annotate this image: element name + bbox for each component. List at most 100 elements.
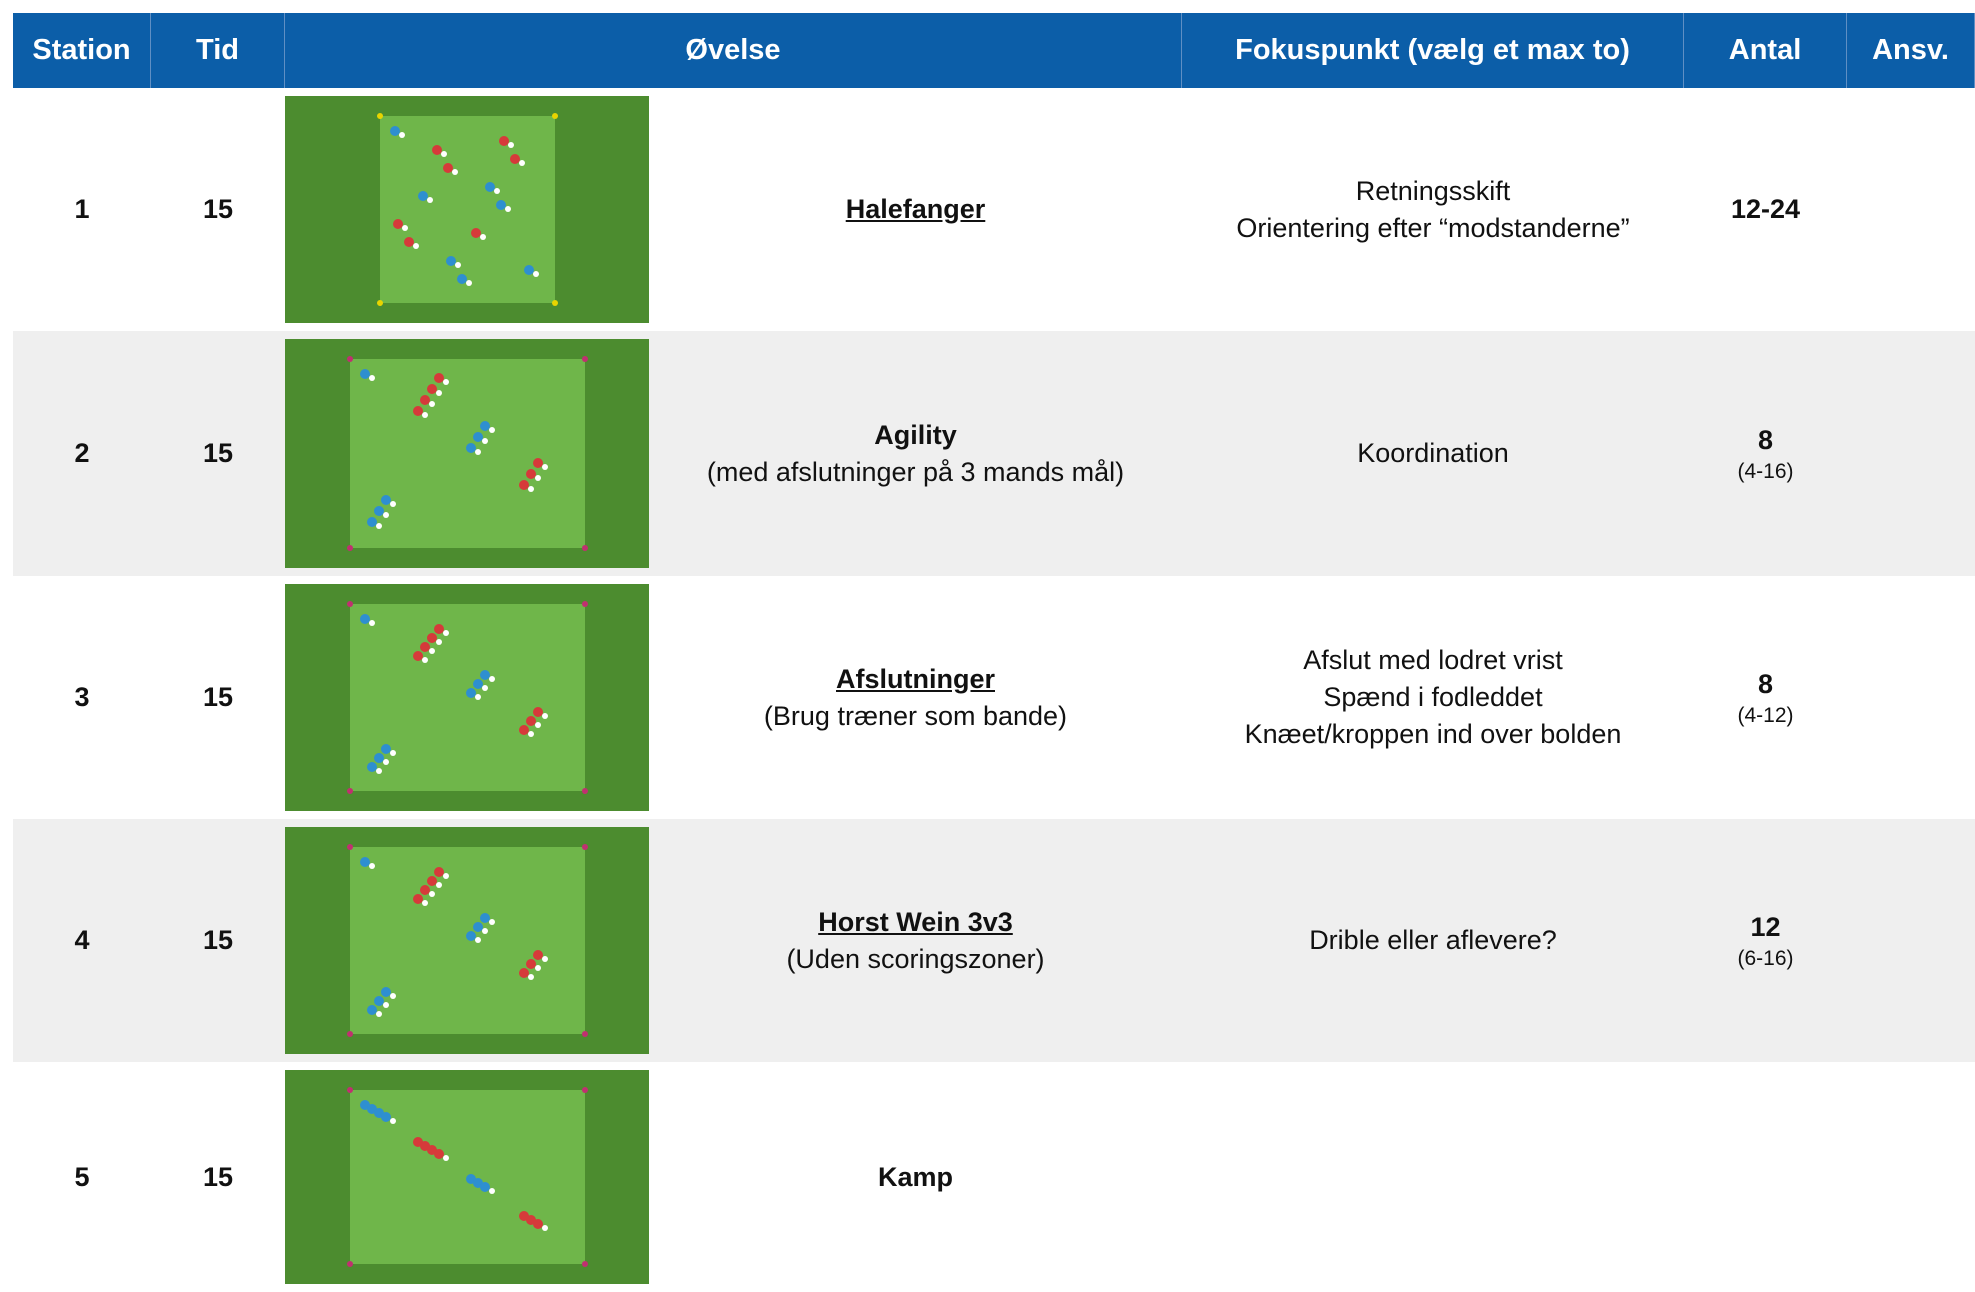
diagram-shape (443, 379, 449, 385)
drill-diagram (285, 1070, 649, 1284)
diagram-shape (427, 633, 437, 643)
diagram-shape (402, 225, 408, 231)
cell: 12 (6-16) (1684, 819, 1847, 1062)
drill-diagram (285, 96, 649, 323)
diagram-shape (528, 731, 534, 737)
table-row: 4 15 Horst Wein 3v3 (Uden scoringszoner) Dri… (13, 819, 1975, 1062)
cell: 4 (13, 819, 151, 1062)
cell: Kamp (649, 1062, 1182, 1292)
diagram-shape (350, 359, 585, 548)
diagram-shape (367, 762, 377, 772)
time-minutes: 15 (202, 194, 234, 224)
diagram-shape (434, 624, 444, 634)
diagram-shape (436, 882, 442, 888)
diagram-shape (427, 384, 437, 394)
diagram-shape (480, 913, 490, 923)
diagram-shape (443, 873, 449, 879)
diagram-shape (466, 931, 476, 941)
diagram-shape (582, 1261, 588, 1267)
cell: 15 (151, 331, 285, 576)
diagram-shape (480, 670, 490, 680)
diagram-shape (390, 126, 400, 136)
focus-point: Afslut med lodret vrist (1303, 645, 1563, 675)
diagram-shape (535, 722, 541, 728)
diagram-shape (473, 679, 483, 689)
cell: 12-24 (1684, 88, 1847, 331)
diagram-shape (535, 475, 541, 481)
cell: 1 (13, 88, 151, 331)
exercise-title: Agility (874, 419, 957, 450)
diagram-shape (347, 356, 353, 362)
diagram-shape (436, 639, 442, 645)
diagram-shape (413, 894, 423, 904)
diagram-shape (466, 688, 476, 698)
cell: 8 (4-12) (1684, 576, 1847, 819)
diagram-shape (443, 630, 449, 636)
header-cell: Ansv. (1847, 13, 1975, 88)
diagram-shape (369, 375, 375, 381)
exercise-title: Afslutninger (836, 663, 995, 694)
diagram-shape (350, 604, 585, 791)
diagram-shape (443, 163, 453, 173)
diagram-shape (582, 601, 588, 607)
diagram-shape (582, 788, 588, 794)
diagram-shape (533, 1219, 543, 1229)
diagram-shape (489, 427, 495, 433)
diagram-shape (482, 438, 488, 444)
diagram-shape (582, 545, 588, 551)
player-count: 12-24 (1730, 194, 1801, 224)
diagram-shape (471, 228, 481, 238)
diagram-shape (390, 1118, 396, 1124)
diagram-shape (422, 657, 428, 663)
focus-point: Retningsskift (1355, 175, 1511, 206)
diagram-shape (369, 620, 375, 626)
diagram-shape (381, 1112, 391, 1122)
diagram-shape (489, 1188, 495, 1194)
diagram-shape (533, 707, 543, 717)
diagram-shape (533, 950, 543, 960)
time-minutes: 15 (202, 682, 234, 712)
diagram-shape (482, 928, 488, 934)
diagram-shape (528, 974, 534, 980)
diagram-shape (519, 160, 525, 166)
player-range: (4-16) (1737, 460, 1794, 483)
diagram-shape (374, 506, 384, 516)
time-minutes: 15 (202, 1161, 234, 1192)
diagram-shape (420, 395, 430, 405)
station-number: 4 (74, 925, 90, 955)
diagram-shape (390, 750, 396, 756)
diagram-shape (377, 113, 383, 119)
diagram-shape (485, 182, 495, 192)
exercise-subtitle: (med afslutninger på 3 mands mål) (706, 456, 1125, 487)
diagram-shape (480, 421, 490, 431)
diagram-shape (499, 136, 509, 146)
diagram-shape (436, 390, 442, 396)
cell: Agility (med afslutninger på 3 mands mål) (649, 331, 1182, 576)
diagram-shape (582, 1087, 588, 1093)
table-row: 5 15 Kamp (13, 1062, 1975, 1292)
diagram-shape (480, 1182, 490, 1192)
diagram-shape (427, 876, 437, 886)
cell: 3 (13, 576, 151, 819)
diagram-shape (542, 713, 548, 719)
diagram-shape (429, 891, 435, 897)
player-count: 8 (1757, 425, 1774, 455)
diagram-shape (475, 937, 481, 943)
diagram-shape (533, 271, 539, 277)
cell: Halefanger (649, 88, 1182, 331)
focus-point: Drible eller aflevere? (1309, 925, 1557, 955)
diagram-shape (475, 449, 481, 455)
diagram-shape (526, 716, 536, 726)
diagram-shape (381, 987, 391, 997)
cell: Afslutninger (Brug træner som bande) (649, 576, 1182, 819)
diagram-shape (552, 113, 558, 119)
diagram-shape (418, 191, 428, 201)
player-range: (6-16) (1737, 947, 1794, 970)
diagram-shape (347, 788, 353, 794)
time-minutes: 15 (202, 925, 234, 955)
diagram-shape (376, 523, 382, 529)
diagram-shape (350, 847, 585, 1034)
diagram-shape (434, 1149, 444, 1159)
diagram-shape (422, 900, 428, 906)
diagram-shape (420, 642, 430, 652)
